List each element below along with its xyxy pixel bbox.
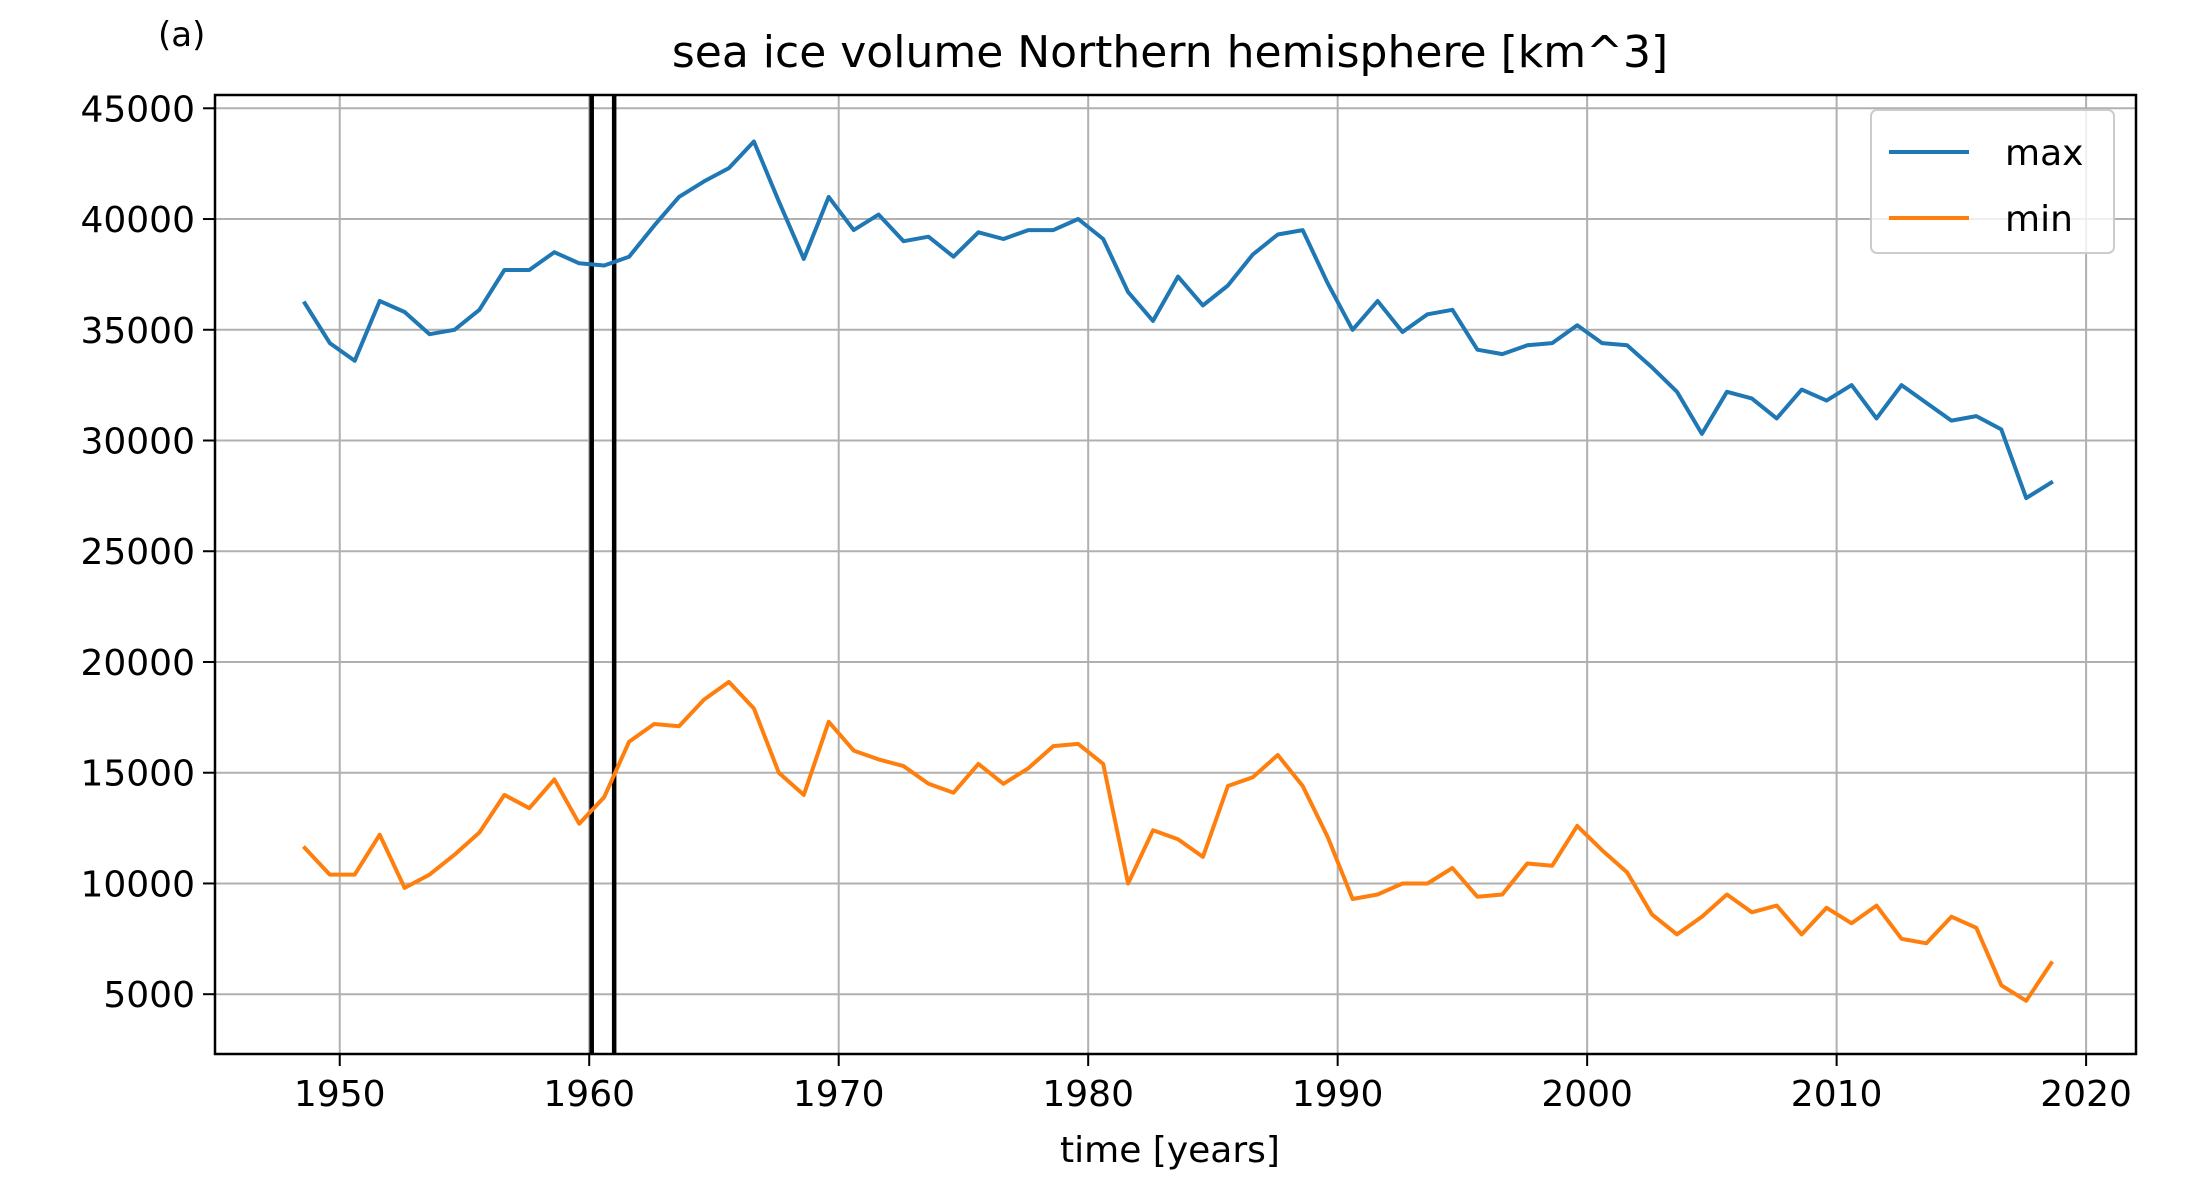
vertical-marker-lines [589, 95, 617, 1054]
legend-box [1870, 109, 2115, 254]
x-tick-label: 2000 [1541, 1074, 1633, 1115]
legend-label-max: max [2005, 133, 2083, 174]
legend: max min [1870, 109, 2115, 254]
y-tick-label: 35000 [80, 311, 195, 352]
legend-label-min: min [2005, 199, 2073, 240]
y-tick-label: 10000 [80, 864, 195, 905]
series-line-max [302, 139, 2054, 501]
series-line-min [301, 679, 2054, 1003]
panel-label: (a) [158, 15, 205, 55]
x-tick-label: 1980 [1042, 1074, 1134, 1115]
x-tick-label: 1950 [294, 1074, 386, 1115]
axis-ticks: 1950 1960 1970 1980 1990 2000 2010 2020 5000 1000… [80, 89, 2131, 1115]
y-tick-label: 25000 [80, 532, 195, 573]
y-tick-label: 5000 [103, 975, 195, 1016]
x-tick-label: 1990 [1292, 1074, 1384, 1115]
y-tick-label: 15000 [80, 754, 195, 795]
x-tick-label: 2020 [2040, 1074, 2132, 1115]
y-tick-label: 30000 [80, 422, 195, 463]
x-axis-label: time [years] [1060, 1130, 1280, 1171]
x-tick-label: 2010 [1791, 1074, 1883, 1115]
x-tick-label: 1970 [793, 1074, 885, 1115]
x-tick-label: 1960 [543, 1074, 635, 1115]
grid-lines [215, 95, 2136, 1054]
plot-frame [213, 93, 2138, 1056]
y-tick-label: 40000 [80, 200, 195, 241]
y-tick-label: 20000 [80, 643, 195, 684]
y-tick-label: 45000 [80, 89, 195, 130]
chart-title: sea ice volume Northern hemisphere [km^3… [672, 27, 1668, 78]
series-lines [301, 139, 2054, 1003]
